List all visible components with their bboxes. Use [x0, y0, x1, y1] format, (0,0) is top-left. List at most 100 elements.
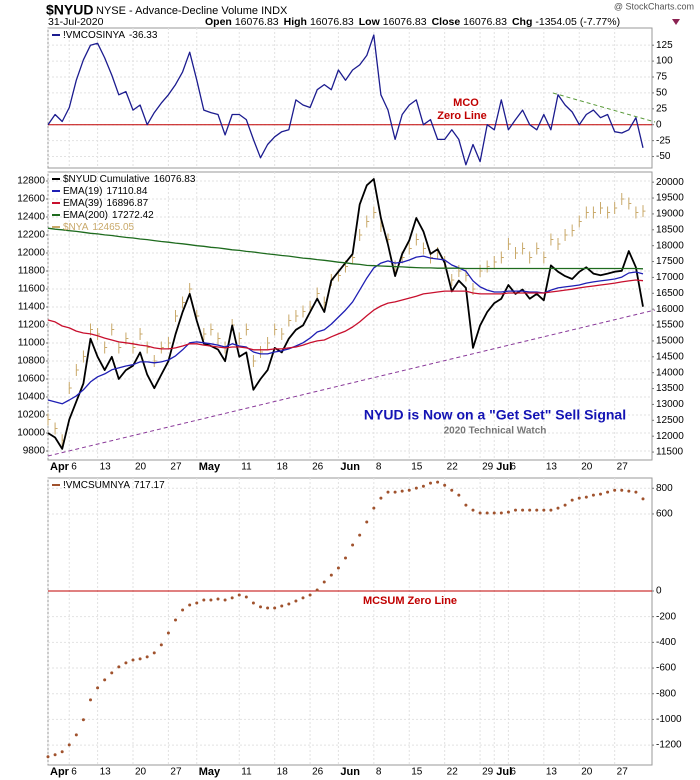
y-tick-label: 19500	[656, 193, 684, 204]
series-dot	[386, 490, 390, 494]
x-tick-label: 15	[411, 462, 423, 473]
price-bar	[167, 337, 171, 349]
legend-entry: $NYUD Cumulative 16076.83	[63, 174, 196, 185]
series-dot	[457, 493, 461, 497]
x-tick-label: 6	[510, 462, 516, 473]
price-bar	[600, 202, 603, 214]
series-dot	[287, 602, 291, 606]
series-dot	[336, 566, 340, 570]
price-bar	[295, 310, 299, 322]
series-dot	[443, 483, 447, 487]
y-tick-label: 17500	[656, 256, 684, 267]
series-dot	[103, 678, 107, 682]
legend-entry: !VMCSUMNYA 717.17	[63, 480, 165, 491]
price-bar	[68, 382, 72, 394]
x-tick-label: 6	[510, 767, 516, 778]
series-dot	[329, 573, 333, 577]
annotation: NYUD is Now on a "Get Set" Sell Signal	[364, 407, 626, 423]
x-tick-label: 20	[581, 767, 593, 778]
y-tick-label: 12400	[17, 212, 45, 223]
trend-line	[552, 92, 656, 123]
series-dot	[74, 733, 78, 737]
y-tick-label: 10600	[17, 374, 45, 385]
series-dot	[429, 481, 432, 485]
change-arrow	[672, 19, 680, 25]
price-bar	[642, 205, 646, 218]
quote-change-pct: (-7.77%)	[580, 16, 620, 28]
x-tick-label: 22	[447, 462, 459, 473]
series-dot	[492, 511, 496, 515]
legend-value: 12465.05	[92, 222, 134, 233]
y-tick-label: 11600	[18, 284, 46, 295]
price-bar	[274, 323, 278, 336]
y-tick-label: -25	[656, 135, 671, 146]
price-bar	[288, 314, 292, 327]
legend-entry: EMA(200) 17272.42	[63, 210, 154, 221]
price-bar	[316, 287, 320, 300]
series-dot	[478, 511, 482, 515]
quote-label: Chg	[512, 16, 532, 28]
y-tick-label: 12000	[17, 248, 45, 259]
annotation: MCO	[453, 97, 479, 109]
price-bar	[359, 229, 363, 241]
series-dot	[322, 580, 326, 584]
x-tick-label: 20	[135, 767, 147, 778]
price-bar	[160, 341, 164, 354]
legend-name: !VMCSUMNYA	[63, 480, 130, 491]
series-dot	[499, 511, 503, 515]
y-tick-label: -400	[656, 637, 676, 648]
annotation: 2020 Technical Watch	[444, 426, 547, 437]
price-bar	[373, 206, 377, 219]
price-bar	[366, 215, 370, 228]
series-dot	[549, 508, 553, 512]
y-tick-label: -1000	[656, 714, 682, 725]
y-tick-label: 15500	[656, 320, 684, 331]
y-tick-label: -800	[656, 688, 676, 699]
price-bar	[189, 283, 193, 295]
x-tick-label: 27	[617, 462, 629, 473]
price-bar	[543, 251, 547, 264]
x-tick-label: 15	[411, 767, 423, 778]
quote-label: Open	[205, 16, 232, 28]
y-tick-label: 11200	[18, 320, 46, 331]
y-tick-label: 11800	[18, 266, 46, 277]
x-tick-label: 8	[376, 767, 382, 778]
price-bar	[54, 422, 58, 435]
series-dot	[421, 484, 425, 488]
x-tick-label: 26	[312, 767, 324, 778]
series-dot	[223, 598, 227, 602]
y-tick-label: 18500	[656, 224, 684, 235]
series-dot	[216, 597, 220, 601]
price-bar	[451, 274, 455, 286]
panels: 125 100 75 50 25 0 -25 -50 !VMCOSINYA -36.33 MCOZe…	[17, 27, 684, 778]
y-tick-label: 0	[656, 119, 662, 130]
series-dot	[195, 601, 199, 605]
series-dot	[379, 496, 383, 500]
series-dot	[89, 698, 92, 702]
series-dot	[315, 588, 319, 592]
price-bar	[238, 332, 242, 345]
x-tick-label: 13	[100, 462, 112, 473]
price-bar	[515, 247, 518, 259]
legend-name: EMA(19)	[63, 186, 102, 197]
price-bar	[564, 229, 568, 241]
y-tick-label: 12500	[656, 415, 684, 426]
legend-entry: EMA(19) 17110.84	[63, 186, 148, 197]
y-tick-label: 17000	[656, 272, 684, 283]
price-bar	[182, 296, 186, 309]
series-dot	[124, 661, 128, 665]
price-bar	[111, 323, 115, 336]
price-bar	[529, 251, 533, 264]
price-bar	[493, 256, 497, 268]
x-tick-label: 8	[376, 462, 382, 473]
series-dot	[606, 490, 610, 494]
series-dot	[584, 495, 588, 499]
x-tick-label: 27	[170, 462, 182, 473]
price-bar	[47, 413, 51, 426]
x-tick-label: 11	[241, 767, 252, 778]
price-bar	[203, 328, 207, 340]
legend-name: $NYA	[63, 222, 89, 233]
y-tick-label: 0	[656, 586, 662, 597]
price-bar	[415, 233, 419, 246]
price-bar	[585, 206, 589, 219]
